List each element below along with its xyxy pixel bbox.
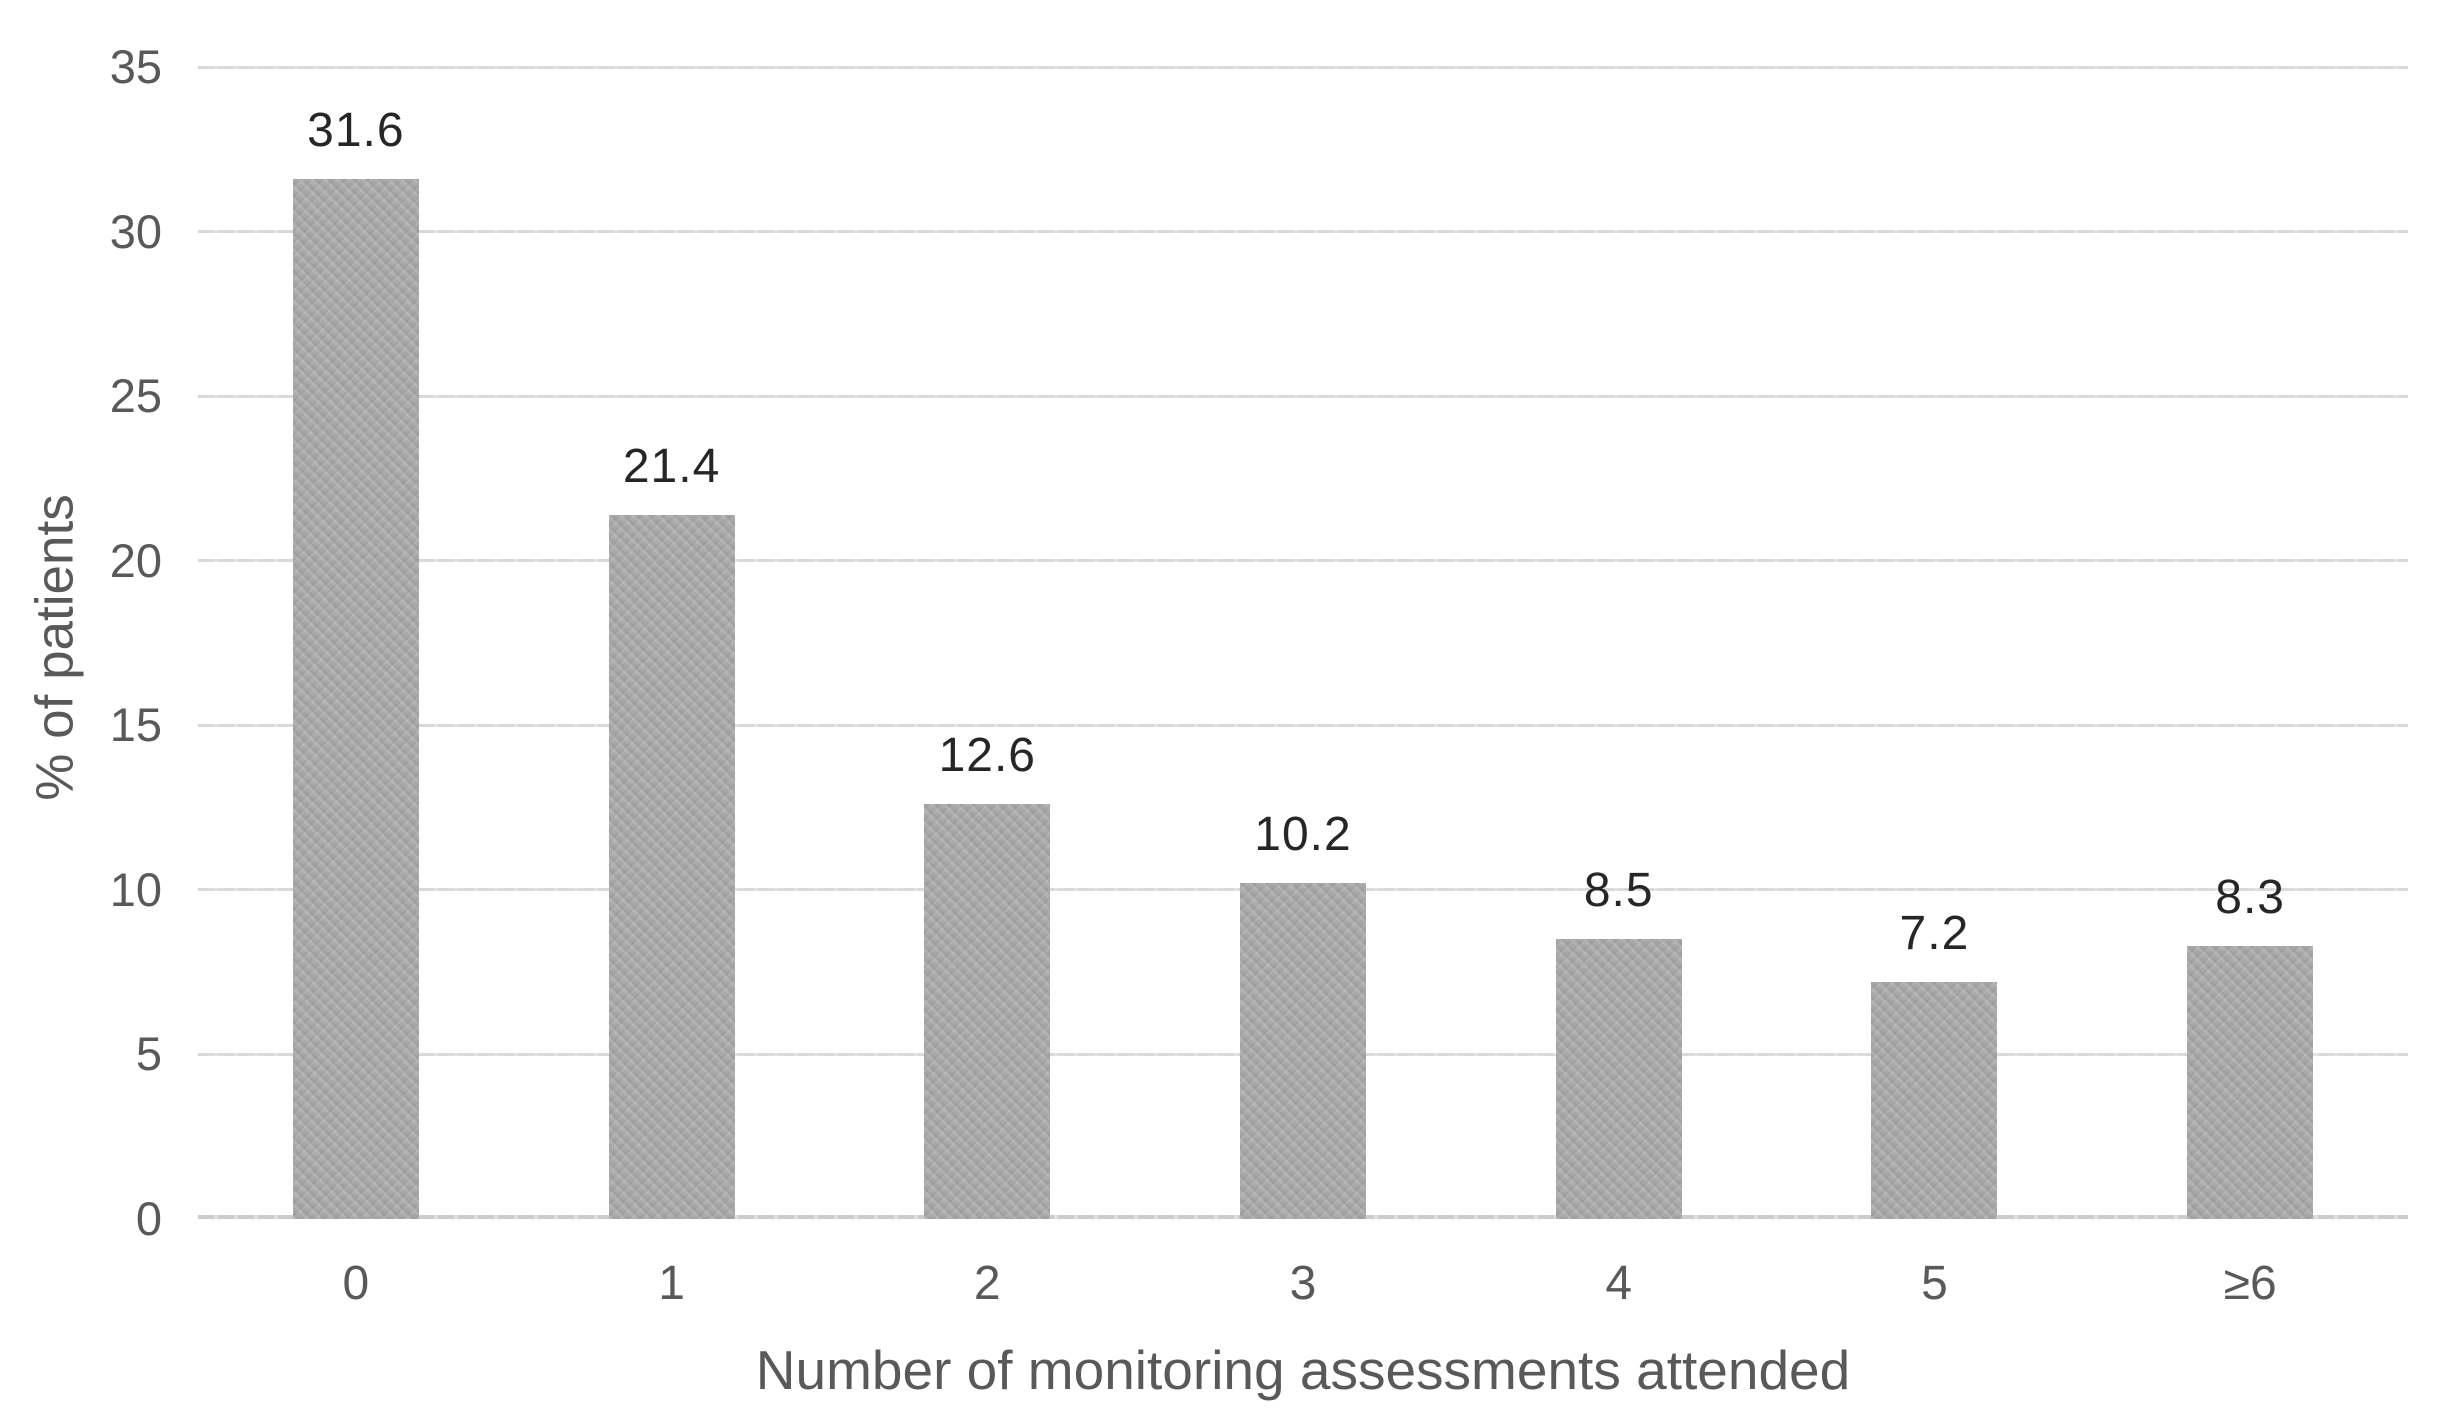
y-tick-label: 25 [109, 369, 162, 423]
x-tick-label: 5 [1921, 1257, 1948, 1310]
y-tick-label: 35 [109, 40, 162, 93]
bar-value-label: 21.4 [622, 439, 721, 493]
bar [1871, 982, 1998, 1219]
x-axis-title: Number of monitoring assessments attende… [755, 1339, 1851, 1401]
y-tick-label: 30 [109, 204, 162, 258]
y-tick-label: 10 [109, 862, 162, 916]
bar-value-label: 12.6 [938, 729, 1036, 783]
gridline [198, 394, 2408, 398]
x-tick-label: 4 [1605, 1257, 1633, 1310]
bar-value-label: 8.5 [1583, 864, 1654, 918]
x-tick-label: 1 [658, 1257, 685, 1310]
bar [2187, 945, 2314, 1219]
bar [608, 514, 735, 1219]
bar [924, 804, 1051, 1219]
bar-value-label: 10.2 [1254, 808, 1352, 862]
y-tick-label: 20 [109, 533, 162, 587]
plot-area: 31.6 21.4 12.6 10.2 8.5 7.2 8.3 [198, 65, 2408, 1219]
x-tick-label: 0 [342, 1257, 370, 1310]
y-tick-label: 15 [109, 698, 162, 752]
bar-value-label: 7.2 [1899, 907, 1970, 961]
x-tick-label: 2 [973, 1257, 1001, 1310]
x-tick-label: 3 [1289, 1257, 1317, 1310]
bar [1555, 939, 1682, 1219]
gridline [198, 559, 2408, 563]
bar [1240, 883, 1366, 1219]
y-tick-label: 5 [135, 1027, 162, 1081]
bar [292, 178, 419, 1219]
gridline [198, 723, 2408, 727]
bar-value-label: 8.3 [2215, 870, 2285, 924]
y-axis-title: % of patients [25, 494, 85, 801]
gridline [198, 65, 2408, 69]
bar-value-label: 31.6 [307, 103, 405, 157]
y-tick-label: 0 [135, 1192, 162, 1245]
x-tick-label: ≥6 [2223, 1257, 2277, 1310]
gridline [198, 230, 2408, 234]
